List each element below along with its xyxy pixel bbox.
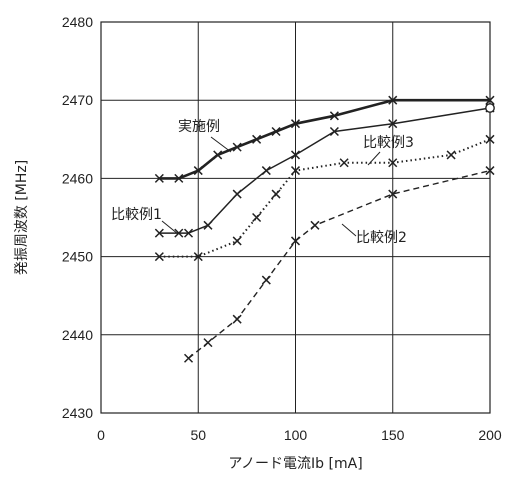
series-annotation-label: 実施例 xyxy=(178,119,220,135)
endpoint-circle-marker xyxy=(486,104,494,112)
x-axis-label: アノード電流Ib [mA] xyxy=(228,456,362,472)
x-tick-label: 150 xyxy=(381,427,405,443)
y-tick-label: 2460 xyxy=(62,170,93,186)
series-annotation-label: 比較例3 xyxy=(363,135,414,151)
y-tick-label: 2440 xyxy=(62,327,93,343)
y-axis-label: 発振周波数 [MHz] xyxy=(14,160,30,275)
y-tick-label: 2480 xyxy=(62,14,93,30)
y-tick-label: 2450 xyxy=(62,249,93,265)
x-tick-label: 0 xyxy=(97,427,105,443)
x-tick-label: 200 xyxy=(478,427,502,443)
x-tick-label: 50 xyxy=(190,427,206,443)
y-tick-label: 2430 xyxy=(62,405,93,421)
x-tick-label: 100 xyxy=(284,427,308,443)
y-tick-label: 2470 xyxy=(62,92,93,108)
series-annotation-label: 比較例1 xyxy=(111,207,162,223)
series-annotation-label: 比較例2 xyxy=(356,230,407,246)
